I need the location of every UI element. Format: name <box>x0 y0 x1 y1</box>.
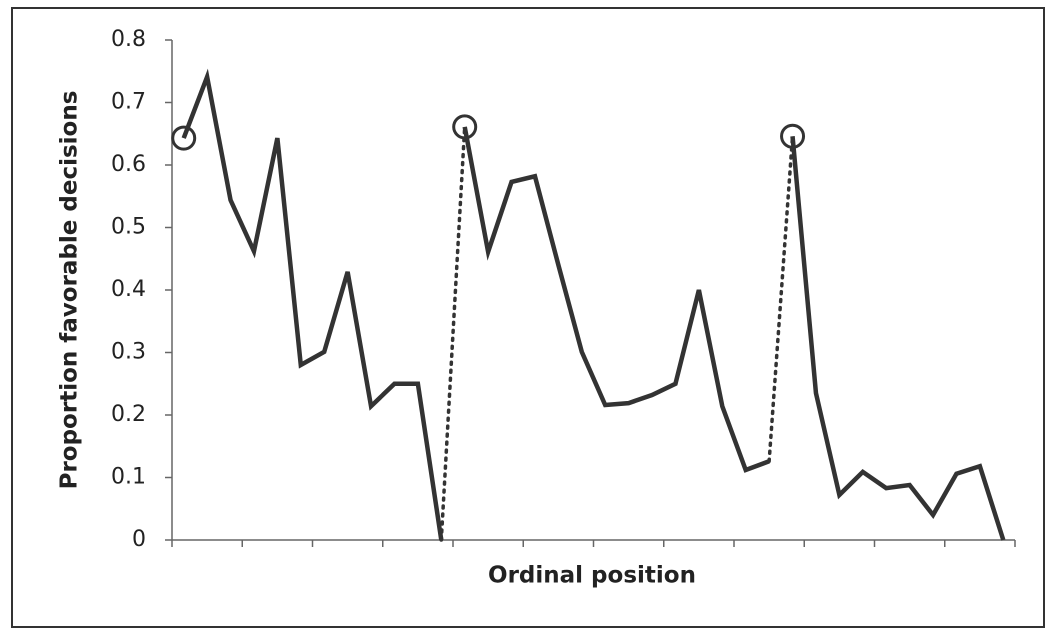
y-axis-label: Proportion favorable decisions <box>57 91 83 490</box>
y-tick-label: 0.2 <box>111 402 146 427</box>
x-axis-label: Ordinal position <box>488 563 696 589</box>
y-tick-label: 0.8 <box>111 27 146 52</box>
session-line <box>462 126 770 473</box>
y-tick-label: 0.1 <box>111 465 146 490</box>
session-start-marker <box>171 125 197 151</box>
break-connector <box>767 134 795 463</box>
y-tick-label: 0.6 <box>111 152 146 177</box>
break-connector <box>439 125 467 542</box>
y-tick-label: 0.7 <box>111 90 146 115</box>
y-tick-label: 0.3 <box>111 340 146 365</box>
session-line <box>181 68 444 541</box>
y-tick-label: 0.4 <box>111 277 146 302</box>
y-tick-label: 0 <box>132 527 146 552</box>
frame <box>11 7 1045 628</box>
session-line <box>790 136 1006 541</box>
y-tick-label: 0.5 <box>111 215 146 240</box>
